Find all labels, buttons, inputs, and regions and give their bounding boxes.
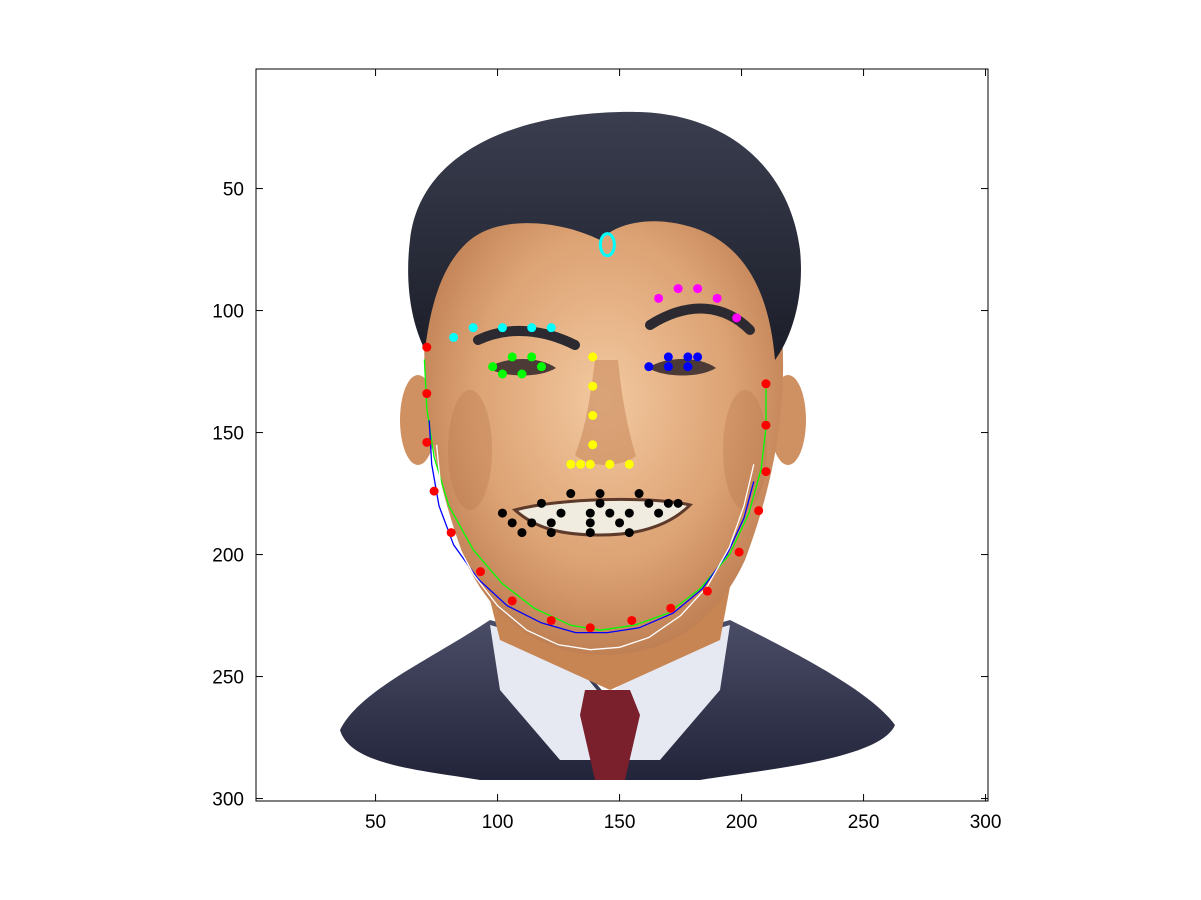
data-point [627,615,637,625]
data-point [624,528,634,538]
data-point [654,508,664,518]
data-point [734,547,744,557]
data-point [693,352,703,362]
data-point [588,410,598,420]
data-point [666,603,676,613]
marker-ring [598,232,616,258]
x-tick-label: 300 [970,812,1002,833]
data-point [654,293,664,303]
data-point [507,518,517,528]
x-axis-tick-labels: 50 100 150 200 250 300 [365,812,1001,833]
y-tick-label: 150 [212,424,244,445]
y-axis-tick-labels: 50 100 150 200 250 300 [212,180,244,811]
data-point [566,489,576,499]
data-point [683,352,693,362]
data-point [585,518,595,528]
x-tick-label: 150 [604,812,636,833]
data-point [683,362,693,372]
data-point [663,498,673,508]
data-point [702,586,712,596]
y-tick-label: 200 [212,546,244,567]
data-point [429,486,439,496]
data-point [585,459,595,469]
data-point [644,362,654,372]
data-point [673,498,683,508]
data-point [497,369,507,379]
face-illustration [340,111,895,780]
data-point [422,342,432,352]
curve-series [423,359,767,651]
y-tick-label: 50 [223,180,244,201]
data-point [732,313,742,323]
data-point [585,623,595,633]
data-point [595,498,605,508]
data-point [488,362,498,372]
data-point [556,508,566,518]
data-point [546,528,556,538]
data-point [546,615,556,625]
data-point [468,323,478,333]
data-point [754,506,764,516]
data-point [595,489,605,499]
data-point [536,362,546,372]
data-point [663,352,673,362]
data-point [446,528,456,538]
data-point [761,420,771,430]
data-point [566,459,576,469]
data-point [624,459,634,469]
data-point [475,567,485,577]
data-point [673,284,683,294]
data-point [588,440,598,450]
data-point [422,389,432,399]
data-point [634,489,644,499]
data-point [585,508,595,518]
data-point [605,459,615,469]
landmark-points [422,232,771,633]
data-point [546,518,556,528]
data-point [507,596,517,606]
data-point [517,369,527,379]
axis-ticks [256,69,988,801]
data-point [546,323,556,333]
x-tick-label: 50 [365,812,386,833]
y-tick-label: 250 [212,668,244,689]
y-tick-label: 100 [212,302,244,323]
data-point [497,323,507,333]
data-point [605,508,615,518]
data-point [585,528,595,538]
y-tick-label: 300 [212,790,244,811]
series-line [423,359,767,631]
data-point [588,352,598,362]
data-point [507,352,517,362]
x-tick-label: 200 [726,812,758,833]
data-point [663,362,673,372]
data-point [422,437,432,447]
data-point [761,379,771,389]
data-point [712,293,722,303]
data-point [517,528,527,538]
data-point [527,518,537,528]
data-point [576,459,586,469]
data-point [536,498,546,508]
data-point [644,498,654,508]
data-point [761,467,771,477]
data-point [693,284,703,294]
data-point [497,508,507,518]
data-point [527,352,537,362]
data-point [449,332,459,342]
axes-frame [255,68,989,802]
data-point [527,323,537,333]
data-point [615,518,625,528]
series-line [435,444,755,651]
x-tick-label: 100 [482,812,514,833]
data-point [624,508,634,518]
data-point [588,381,598,391]
x-tick-label: 250 [848,812,880,833]
